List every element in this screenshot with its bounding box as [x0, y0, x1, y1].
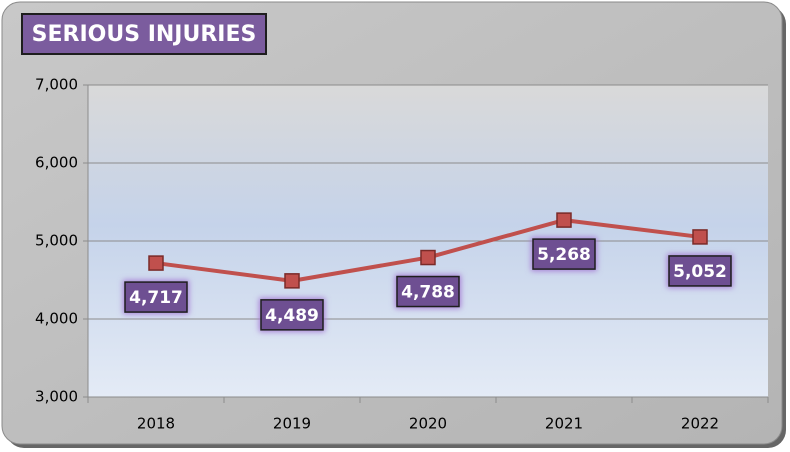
data-label: 4,489 — [265, 306, 319, 326]
data-label-box — [532, 238, 596, 270]
data-label-box — [668, 255, 732, 287]
y-tick-label: 6,000 — [35, 154, 78, 172]
data-label: 5,052 — [673, 262, 727, 282]
data-label: 4,788 — [401, 283, 455, 303]
x-tick-label: 2022 — [681, 415, 719, 433]
y-tick-label: 4,000 — [35, 310, 78, 328]
y-tick-label: 7,000 — [35, 76, 78, 94]
data-marker — [692, 229, 708, 245]
data-label-box — [124, 281, 188, 313]
data-marker — [556, 212, 572, 228]
data-marker — [148, 255, 164, 271]
y-tick-label: 5,000 — [35, 232, 78, 250]
x-tick-label: 2019 — [273, 415, 311, 433]
data-label-box — [260, 299, 324, 331]
x-tick-label: 2018 — [137, 415, 175, 433]
x-tick-label: 2020 — [409, 415, 447, 433]
chart-title: SERIOUS INJURIES — [32, 22, 257, 47]
data-label: 5,268 — [537, 245, 591, 265]
data-marker — [420, 249, 436, 266]
title-box — [21, 13, 267, 55]
y-tick-label: 3,000 — [35, 388, 78, 406]
data-marker — [284, 273, 300, 289]
data-label-box — [396, 275, 460, 308]
data-label: 4,717 — [129, 288, 183, 308]
plot-layer: 3,000 4,000 5,000 6,000 7,000 2018 2019 2020 202… — [35, 76, 769, 433]
x-tick-label: 2021 — [545, 415, 583, 433]
